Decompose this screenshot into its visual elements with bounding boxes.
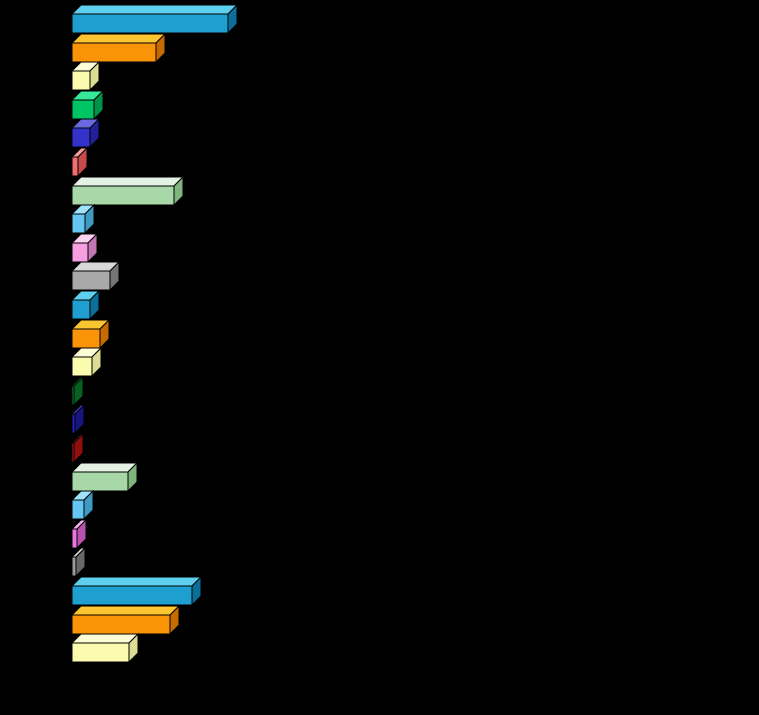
bar-front-face bbox=[71, 70, 91, 91]
bar-5[interactable] bbox=[0, 118, 103, 151]
bar-front-face bbox=[71, 127, 91, 148]
bar-side-face bbox=[76, 518, 87, 550]
bar-21[interactable] bbox=[0, 575, 205, 609]
bar-7[interactable] bbox=[0, 175, 187, 209]
bar-front-face bbox=[71, 185, 175, 206]
bar-22[interactable] bbox=[0, 604, 183, 638]
bar-23[interactable] bbox=[0, 632, 142, 666]
bar-front-face bbox=[71, 213, 86, 234]
bar-front-face bbox=[71, 242, 89, 263]
bar-side-face bbox=[169, 604, 180, 635]
bar-18[interactable] bbox=[0, 489, 97, 523]
bar-front-face bbox=[71, 614, 171, 635]
bar-front-face bbox=[71, 471, 129, 492]
bar-side-face bbox=[73, 432, 84, 464]
bar-front-face bbox=[71, 99, 95, 120]
bar-3[interactable] bbox=[0, 60, 103, 94]
bar-8[interactable] bbox=[0, 203, 98, 237]
bar-side-face bbox=[75, 547, 86, 578]
bar-side-face bbox=[84, 203, 95, 235]
bar-front-face bbox=[71, 585, 193, 606]
bar-side-face bbox=[128, 632, 139, 664]
bar-side-face bbox=[74, 404, 85, 435]
bar-front-face bbox=[71, 556, 77, 577]
bar-14[interactable] bbox=[0, 375, 87, 409]
bar-front-face bbox=[71, 156, 79, 177]
bar-19[interactable] bbox=[0, 518, 90, 552]
bar-top-face bbox=[70, 462, 139, 473]
bar-side-face bbox=[89, 60, 100, 92]
bar-9[interactable] bbox=[0, 232, 101, 266]
bar-side-face bbox=[83, 489, 94, 521]
bar-top-face bbox=[70, 4, 239, 15]
bar-16[interactable] bbox=[0, 432, 87, 466]
bar-12[interactable] bbox=[0, 318, 113, 352]
bar-front-face bbox=[71, 42, 157, 63]
bar-side-face bbox=[77, 146, 88, 178]
bar-front-face bbox=[71, 499, 85, 520]
bar-17[interactable] bbox=[0, 461, 141, 495]
bar-front-face bbox=[71, 356, 93, 377]
bar-top-face bbox=[70, 576, 203, 587]
bar-side-face bbox=[99, 318, 110, 349]
bar-side-face bbox=[73, 375, 84, 407]
bar-front-face bbox=[71, 13, 229, 34]
bar-1[interactable] bbox=[0, 3, 241, 37]
bar-side-face bbox=[87, 232, 98, 264]
bar-side-face bbox=[93, 89, 104, 121]
bar-top-face bbox=[70, 605, 181, 616]
bar-side-face bbox=[227, 3, 238, 35]
bar-11[interactable] bbox=[0, 289, 103, 323]
bar-side-face bbox=[155, 32, 166, 63]
bar-front-face bbox=[71, 642, 130, 663]
bar-front-face bbox=[71, 270, 111, 291]
bar-front-face bbox=[71, 299, 91, 320]
bar-side-face bbox=[89, 289, 100, 321]
bar-20[interactable] bbox=[0, 547, 89, 580]
bar-side-face bbox=[127, 461, 138, 492]
bar-4[interactable] bbox=[0, 89, 107, 123]
bar-13[interactable] bbox=[0, 346, 105, 380]
bar-2[interactable] bbox=[0, 32, 169, 66]
bar-top-face bbox=[70, 176, 185, 187]
bar-side-face bbox=[191, 575, 202, 607]
bar-side-face bbox=[91, 346, 102, 378]
bar-top-face bbox=[70, 33, 167, 44]
bar-15[interactable] bbox=[0, 404, 88, 437]
bar-front-face bbox=[71, 528, 78, 549]
bar-side-face bbox=[173, 175, 184, 206]
bar-10[interactable] bbox=[0, 261, 123, 294]
bar-top-face bbox=[70, 633, 140, 644]
bar-side-face bbox=[109, 261, 120, 292]
bar-front-face bbox=[71, 328, 101, 349]
bar-6[interactable] bbox=[0, 146, 91, 180]
bar-side-face bbox=[89, 118, 100, 149]
